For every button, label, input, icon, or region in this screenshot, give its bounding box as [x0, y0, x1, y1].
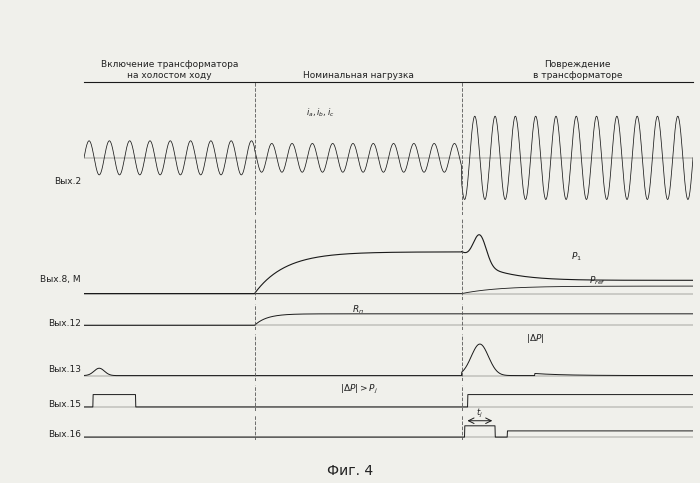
Text: Вых.15: Вых.15	[48, 399, 81, 409]
Text: Фиг. 4: Фиг. 4	[327, 464, 373, 478]
Text: $|\Delta P|$: $|\Delta P|$	[526, 332, 544, 345]
Text: $|\Delta P| > P_j$: $|\Delta P| > P_j$	[340, 384, 378, 397]
Text: Повреждение
в трансформаторе: Повреждение в трансформаторе	[533, 60, 622, 80]
Text: Включение трансформатора
на холостом ходу: Включение трансформатора на холостом ход…	[101, 60, 238, 80]
Text: $i_a, i_b, i_c$: $i_a, i_b, i_c$	[307, 106, 335, 119]
Text: Вых.16: Вых.16	[48, 429, 81, 439]
Text: $P_1$: $P_1$	[571, 250, 582, 263]
Text: Номинальная нагрузка: Номинальная нагрузка	[302, 71, 414, 80]
Text: $t_j$: $t_j$	[477, 407, 483, 420]
Text: $R_п$: $R_п$	[352, 304, 364, 316]
Text: $P_{ref}$: $P_{ref}$	[589, 274, 606, 287]
Text: Вых.12: Вых.12	[48, 319, 81, 327]
Text: Вых.2: Вых.2	[54, 177, 81, 186]
Text: Вых.8, М: Вых.8, М	[41, 275, 81, 284]
Text: Вых.13: Вых.13	[48, 365, 81, 373]
